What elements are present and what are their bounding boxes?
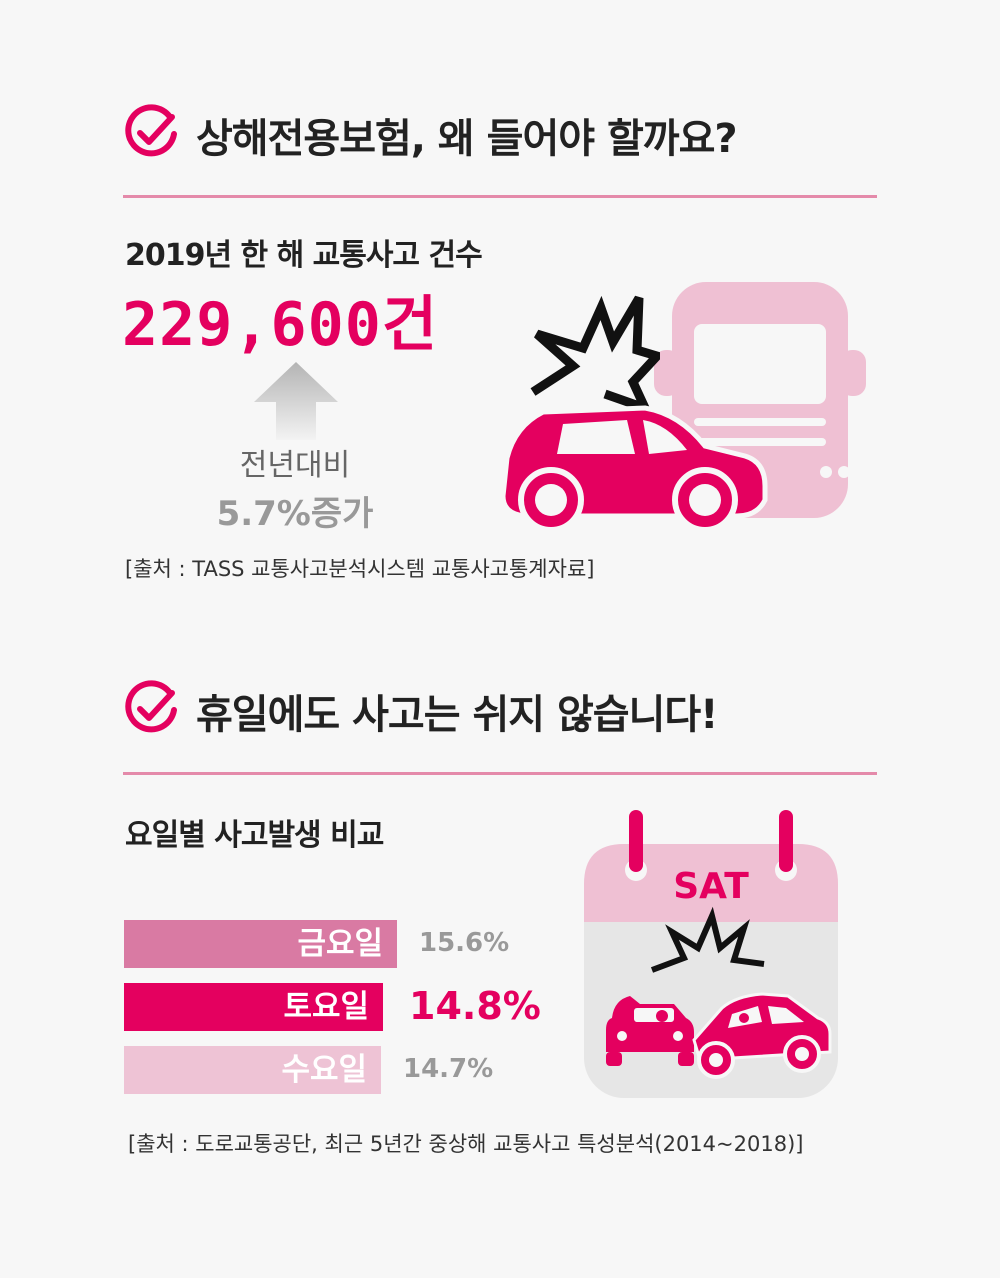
section2-divider (123, 772, 877, 775)
compare-value: 5.7%증가 (216, 494, 374, 534)
bar-friday: 금요일 (124, 920, 397, 968)
check-circle-icon (125, 104, 177, 157)
check-circle-icon (125, 680, 177, 733)
section2-title: 휴일에도 사고는 쉬지 않습니다! (196, 692, 718, 738)
section1-title: 상해전용보험, 왜 들어야 할까요? (196, 116, 738, 162)
compare-label: 전년대비 (239, 448, 351, 483)
year-over-year-box: 전년대비 5.7%증가 (190, 440, 400, 535)
weekday-chart-title: 요일별 사고발생 비교 (125, 818, 384, 853)
crash-burst-icon (530, 295, 660, 415)
section1-divider (123, 195, 877, 198)
section1-source: [출처 : TASS 교통사고분석시스템 교통사고통계자료] (125, 557, 595, 581)
bar-value-friday: 15.6% (419, 928, 510, 958)
weekday-bar-chart: 금요일 15.6% 토요일 14.8% 수요일 14.7% (124, 920, 541, 1094)
section2-source: [출처 : 도로교통공단, 최근 5년간 중상해 교통사고 특성분석(2014~… (128, 1132, 804, 1156)
accident-count-subtitle: 2019년 한 해 교통사고 건수 (125, 238, 483, 273)
bar-label-wednesday: 수요일 (281, 1052, 367, 1088)
car-crash-icon (500, 405, 768, 533)
up-arrow-icon (254, 362, 338, 440)
bar-wednesday: 수요일 (124, 1046, 381, 1094)
bar-value-wednesday: 14.7% (403, 1054, 494, 1084)
bar-saturday: 토요일 (124, 983, 383, 1031)
calendar-icon (584, 810, 838, 1098)
accident-count-value: 229,600건 (122, 290, 439, 360)
bar-label-saturday: 토요일 (283, 989, 369, 1025)
calendar-day-label: SAT (673, 866, 749, 907)
bar-value-saturday: 14.8% (409, 984, 541, 1028)
bar-label-friday: 금요일 (297, 926, 383, 962)
